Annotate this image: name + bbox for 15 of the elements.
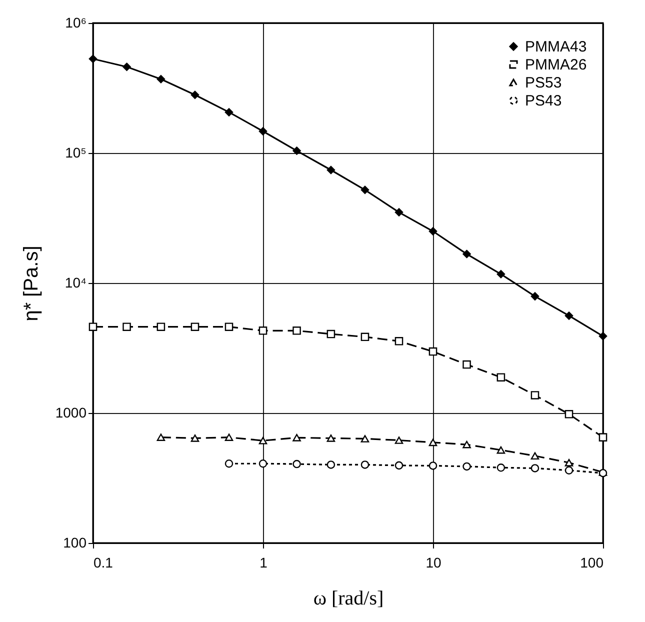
legend-label: PMMA26 bbox=[525, 56, 587, 74]
legend-label: PS53 bbox=[525, 74, 562, 92]
x-tick-label: 100 bbox=[580, 554, 604, 570]
y-tick-label: 10⁵ bbox=[65, 144, 86, 160]
x-tick-label: 10 bbox=[426, 554, 442, 570]
x-tick-label: 1 bbox=[260, 554, 268, 570]
x-axis-title: ω [rad/s] bbox=[313, 588, 384, 610]
y-tick-label: 1000 bbox=[55, 404, 87, 420]
y-tick-label: 10⁶ bbox=[65, 14, 86, 30]
legend-label: PMMA43 bbox=[525, 38, 587, 56]
x-tick-label: 0.1 bbox=[94, 554, 114, 570]
y-tick-label: 100 bbox=[63, 534, 87, 550]
legend-label: PS43 bbox=[525, 92, 562, 110]
y-tick-label: 10⁴ bbox=[64, 274, 86, 290]
y-axis-title: η* [Pa.s] bbox=[20, 246, 42, 322]
